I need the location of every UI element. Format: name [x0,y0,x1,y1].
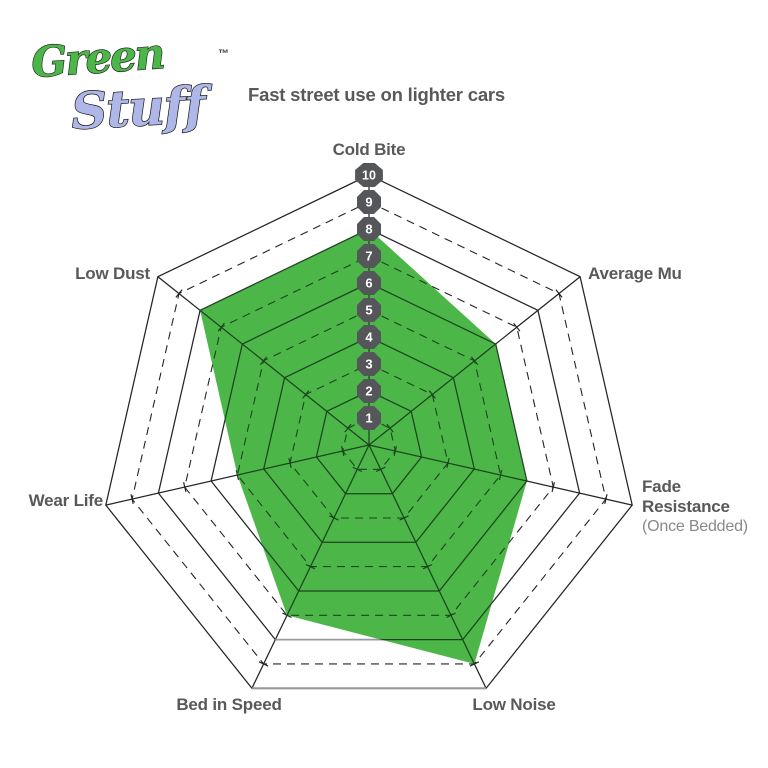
axis-label-cold-bite: Cold Bite [332,140,406,159]
ring-badge-number: 7 [365,249,372,264]
logo-word-stuff: Stuff [70,74,215,140]
axis-label-wear-life: Wear Life [28,491,104,510]
axis-label-average-mu: Average Mu [588,264,682,283]
chart-subtitle: Fast street use on lighter cars [248,84,506,105]
ring-badge-number: 2 [365,384,372,399]
axis-label-low-noise: Low Noise [472,695,556,714]
ring-badge-octagon [357,244,381,268]
ring-badge-number: 1 [365,411,372,426]
axis-label-fade-resistance-note: (Once Bedded) [642,518,748,535]
ring-scale-badges: 1 2 3 4 5 6 7 8 9 10 [355,163,383,430]
ring-badge-octagon [355,163,383,187]
ring-badge-octagon [357,217,381,241]
ring-badge-octagon [357,298,381,322]
ring-badge-number: 8 [365,222,372,237]
ring-badge-octagon [357,379,381,403]
ring-badge-number: 4 [365,330,373,345]
ring-badge-number: 6 [365,276,372,291]
ring-badge-octagon [357,190,381,214]
trademark-symbol: ™ [218,48,229,60]
axis-label-bed-in-speed: Bed in Speed [176,695,282,714]
axis-label-fade-resistance: Fade Resistance (Once Bedded) [642,477,748,537]
axis-label-low-dust: Low Dust [75,264,150,283]
ring-badge-octagon [357,325,381,349]
ring-badge-number: 9 [365,195,372,210]
ring-badge-number: 3 [365,357,372,372]
ring-badge-octagon [357,271,381,295]
ring-badge-octagon [357,406,381,430]
axis-label-fade-resistance-text: Fade Resistance [642,477,730,516]
green-stuff-logo: Green Stuff ™ [29,30,229,142]
ring-badge-number: 10 [362,169,376,183]
ring-badge-number: 5 [365,303,372,318]
ring-badge-octagon [357,352,381,376]
logo-word-green: Green [30,30,165,87]
